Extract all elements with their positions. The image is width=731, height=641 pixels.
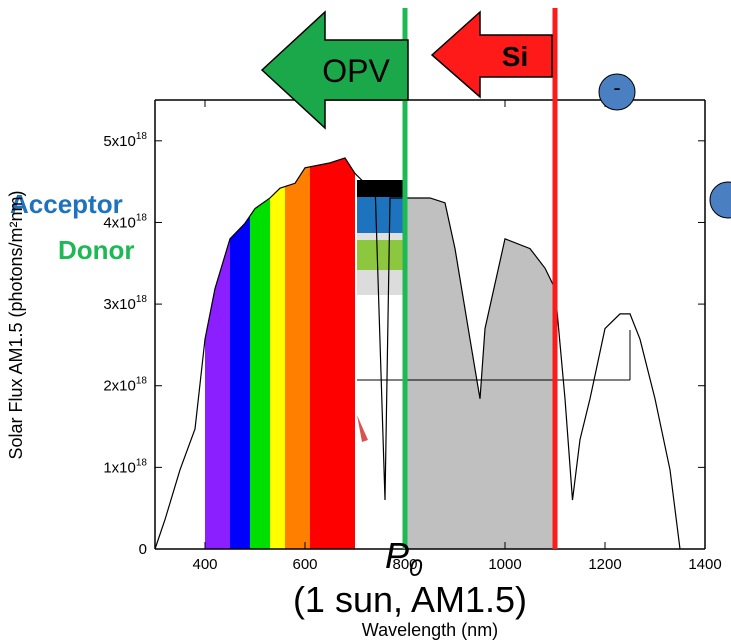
x-tick-label: 400 <box>192 556 217 573</box>
x-tick-label: 600 <box>292 556 317 573</box>
y-tick-exponent: 18 <box>136 131 148 142</box>
fills <box>205 157 555 549</box>
y-tick-label: 0 <box>139 541 147 558</box>
spectrum-band <box>250 157 270 549</box>
arrow-tip <box>357 415 368 442</box>
x-tick-label: 1000 <box>488 556 521 573</box>
opv-arrow <box>260 10 409 130</box>
spectrum-band <box>230 157 250 549</box>
x-tick-label: 1200 <box>588 556 621 573</box>
acceptor-label: Acceptor <box>10 189 123 219</box>
electron-label: - <box>613 75 620 100</box>
level-black <box>357 180 403 198</box>
y-tick-base: 2x10 <box>103 378 136 395</box>
x-axis-label: Wavelength (nm) <box>362 620 498 640</box>
spectrum-band <box>310 157 355 549</box>
energy-levels <box>357 180 631 548</box>
y-tick-base: 3x10 <box>103 296 136 313</box>
y-tick-exponent: 18 <box>136 457 148 468</box>
level-acceptor <box>357 197 403 233</box>
y-tick-exponent: 18 <box>136 294 148 305</box>
condition-label: (1 sun, AM1.5) <box>293 579 527 620</box>
y-axis-label: Solar Flux AM1.5 (photons/m²nm) <box>6 190 26 459</box>
y-tick-label: 3x1018 <box>103 294 147 313</box>
spectrum-band <box>270 157 285 549</box>
si-label: Si <box>502 41 528 72</box>
electron <box>598 73 636 111</box>
y-tick-base: 4x10 <box>103 214 136 231</box>
level-gray <box>357 270 403 295</box>
donor-label: Donor <box>58 235 135 265</box>
y-tick-label: 4x1018 <box>103 212 147 231</box>
x-tick-label: 1400 <box>688 556 721 573</box>
p0-sub: 0 <box>409 555 423 582</box>
y-tick-base: 5x10 <box>103 133 136 150</box>
y-tick-exponent: 18 <box>136 376 148 387</box>
arrows: OPV Si - <box>260 10 731 219</box>
si-arrow <box>430 10 553 99</box>
y-tick-label: 1x1018 <box>103 457 147 476</box>
level-donor <box>357 240 403 270</box>
p0-label: P0 <box>385 535 423 582</box>
y-tick-exponent: 18 <box>136 212 148 223</box>
y-tick-base: 1x10 <box>103 459 136 476</box>
spectrum-band <box>405 157 555 549</box>
spectrum-band <box>205 157 230 549</box>
p0: P <box>385 535 409 576</box>
x-tick-label: 800 <box>392 556 417 573</box>
y-tick-label: 2x1018 <box>103 376 147 395</box>
electron <box>709 181 731 219</box>
level-gap <box>357 233 403 240</box>
spectrum-line <box>154 157 681 550</box>
spectrum-band <box>285 157 310 549</box>
y-tick-label: 5x1018 <box>103 131 147 150</box>
opv-label: OPV <box>322 53 390 89</box>
